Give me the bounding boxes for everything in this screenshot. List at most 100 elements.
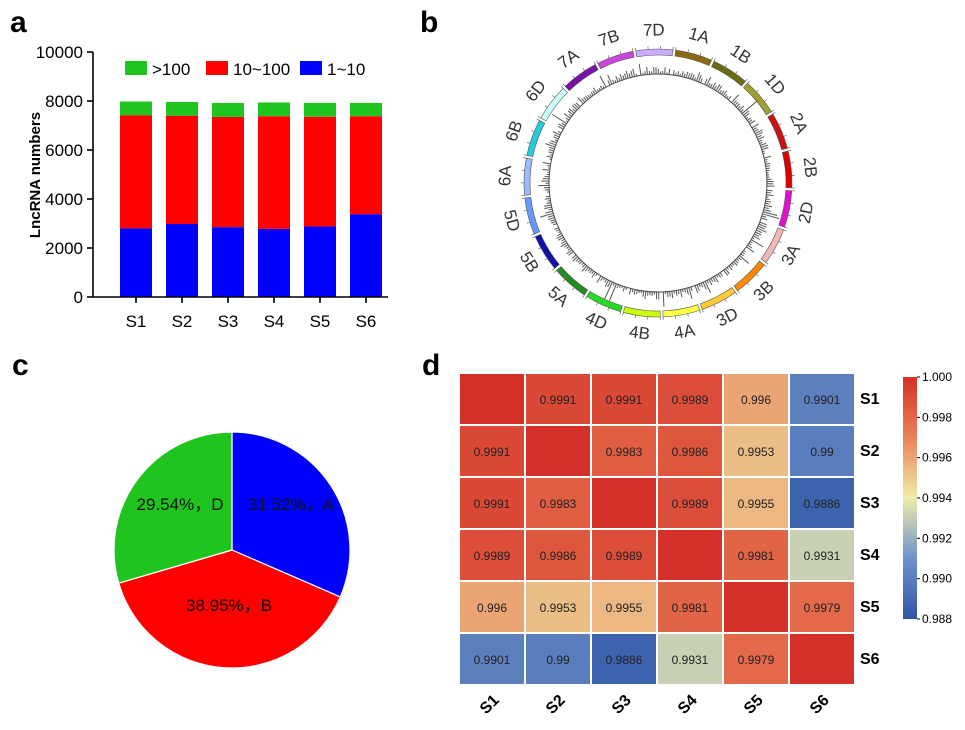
segment-tick [572, 75, 575, 79]
density-bar [607, 280, 611, 288]
density-bar [686, 288, 689, 295]
density-bar [691, 74, 695, 80]
bar-segment [258, 228, 290, 297]
segment-tick [756, 89, 759, 93]
density-bar [698, 74, 702, 83]
segment-tick [536, 118, 540, 121]
heatmap-cell [592, 582, 656, 632]
segment-tick [745, 78, 748, 82]
segment-tick [772, 251, 776, 255]
x-tick-label: S2 [172, 312, 193, 331]
segment-tick [553, 270, 557, 273]
segment-tick [747, 80, 750, 84]
chromosome-segment [586, 291, 623, 313]
density-bar [547, 214, 555, 218]
density-bar [722, 90, 728, 96]
segment-tick [607, 307, 610, 311]
density-bar [727, 95, 732, 100]
heatmap-cell-value: 0.99 [546, 653, 570, 667]
density-bar [553, 136, 559, 140]
density-bar [554, 134, 560, 138]
density-bar [638, 63, 642, 76]
density-bar [764, 207, 769, 210]
density-bar [590, 92, 594, 96]
density-bar [554, 227, 559, 231]
density-bar [758, 223, 767, 228]
chromosome-segment [635, 48, 674, 58]
y-axis-label: LncRNA numbers [27, 112, 44, 238]
density-bar [633, 289, 636, 295]
heatmap-cell-value: 0.9991 [474, 497, 511, 511]
density-bar [760, 144, 769, 148]
density-bar [668, 68, 671, 75]
density-bar [736, 258, 740, 262]
density-bar [582, 263, 586, 268]
heatmap-cell-value: 0.9991 [474, 445, 511, 459]
density-bar [646, 66, 648, 75]
density-bar [740, 253, 744, 257]
density-bar [544, 197, 551, 200]
heatmap-cell [592, 426, 656, 476]
heatmap-cell-value: 0.9983 [606, 445, 643, 459]
heatmap-cell [724, 374, 788, 424]
bar-segment [350, 214, 382, 297]
segment-tick [764, 99, 767, 102]
density-bar [687, 73, 691, 79]
bar-segment [258, 102, 290, 117]
density-bar [704, 78, 708, 85]
density-bar [558, 231, 561, 234]
density-bar [700, 282, 704, 288]
y-tick-label: 10000 [36, 43, 83, 62]
density-bar [622, 75, 625, 80]
y-axis: 0 2000 4000 6000 8000 10000 [36, 43, 388, 307]
density-bar [715, 84, 721, 91]
density-bar [700, 78, 703, 83]
segment-tick [699, 310, 701, 314]
density-bar [763, 155, 772, 159]
density-bar [585, 95, 589, 100]
chromosome-label: 4A [673, 320, 697, 342]
chromosome-label: 6D [522, 77, 550, 106]
density-bar [644, 291, 647, 300]
density-bar [728, 265, 733, 271]
density-bar [765, 163, 771, 165]
panel-label-d: d [422, 349, 440, 382]
density-bar [762, 150, 765, 153]
colorbar-tick-label: 0.996 [922, 451, 952, 465]
chromosome-segment [743, 82, 772, 116]
heatmap-row-label: S2 [860, 443, 880, 460]
segment-tick [538, 116, 542, 119]
chromosome-label: 6A [495, 164, 515, 186]
density-bar [766, 194, 774, 196]
density-bar [765, 198, 770, 201]
chromosome-segment [540, 87, 568, 122]
heatmap-cell-value: 0.9955 [738, 497, 775, 511]
segment-tick [619, 311, 622, 315]
density-bar [746, 117, 751, 121]
density-bar [642, 290, 645, 297]
segment-tick [783, 229, 787, 232]
heatmap-cell-value: 0.9986 [672, 445, 709, 459]
density-bar [751, 123, 759, 129]
density-bar [731, 262, 735, 266]
chromosome-label: 4B [628, 322, 651, 343]
density-bar [719, 272, 723, 277]
segment-tick [778, 240, 782, 243]
chromosome-label: 2A [786, 110, 812, 137]
segment-tick [632, 48, 634, 52]
density-bar [757, 225, 765, 230]
density-bar [737, 256, 742, 261]
density-bar [764, 159, 768, 161]
track-baseline [548, 73, 768, 293]
heatmap-cell-value: 0.9901 [804, 393, 841, 407]
density-bar [548, 208, 553, 211]
density-bar [764, 204, 773, 208]
density-bar [544, 206, 552, 210]
density-bar [542, 168, 550, 171]
segment-tick [735, 71, 738, 74]
density-bar [581, 262, 585, 266]
density-bar [675, 290, 678, 296]
density-bar [577, 97, 584, 104]
heatmap-cell-value: 0.9979 [804, 601, 841, 615]
density-bar [567, 247, 571, 251]
